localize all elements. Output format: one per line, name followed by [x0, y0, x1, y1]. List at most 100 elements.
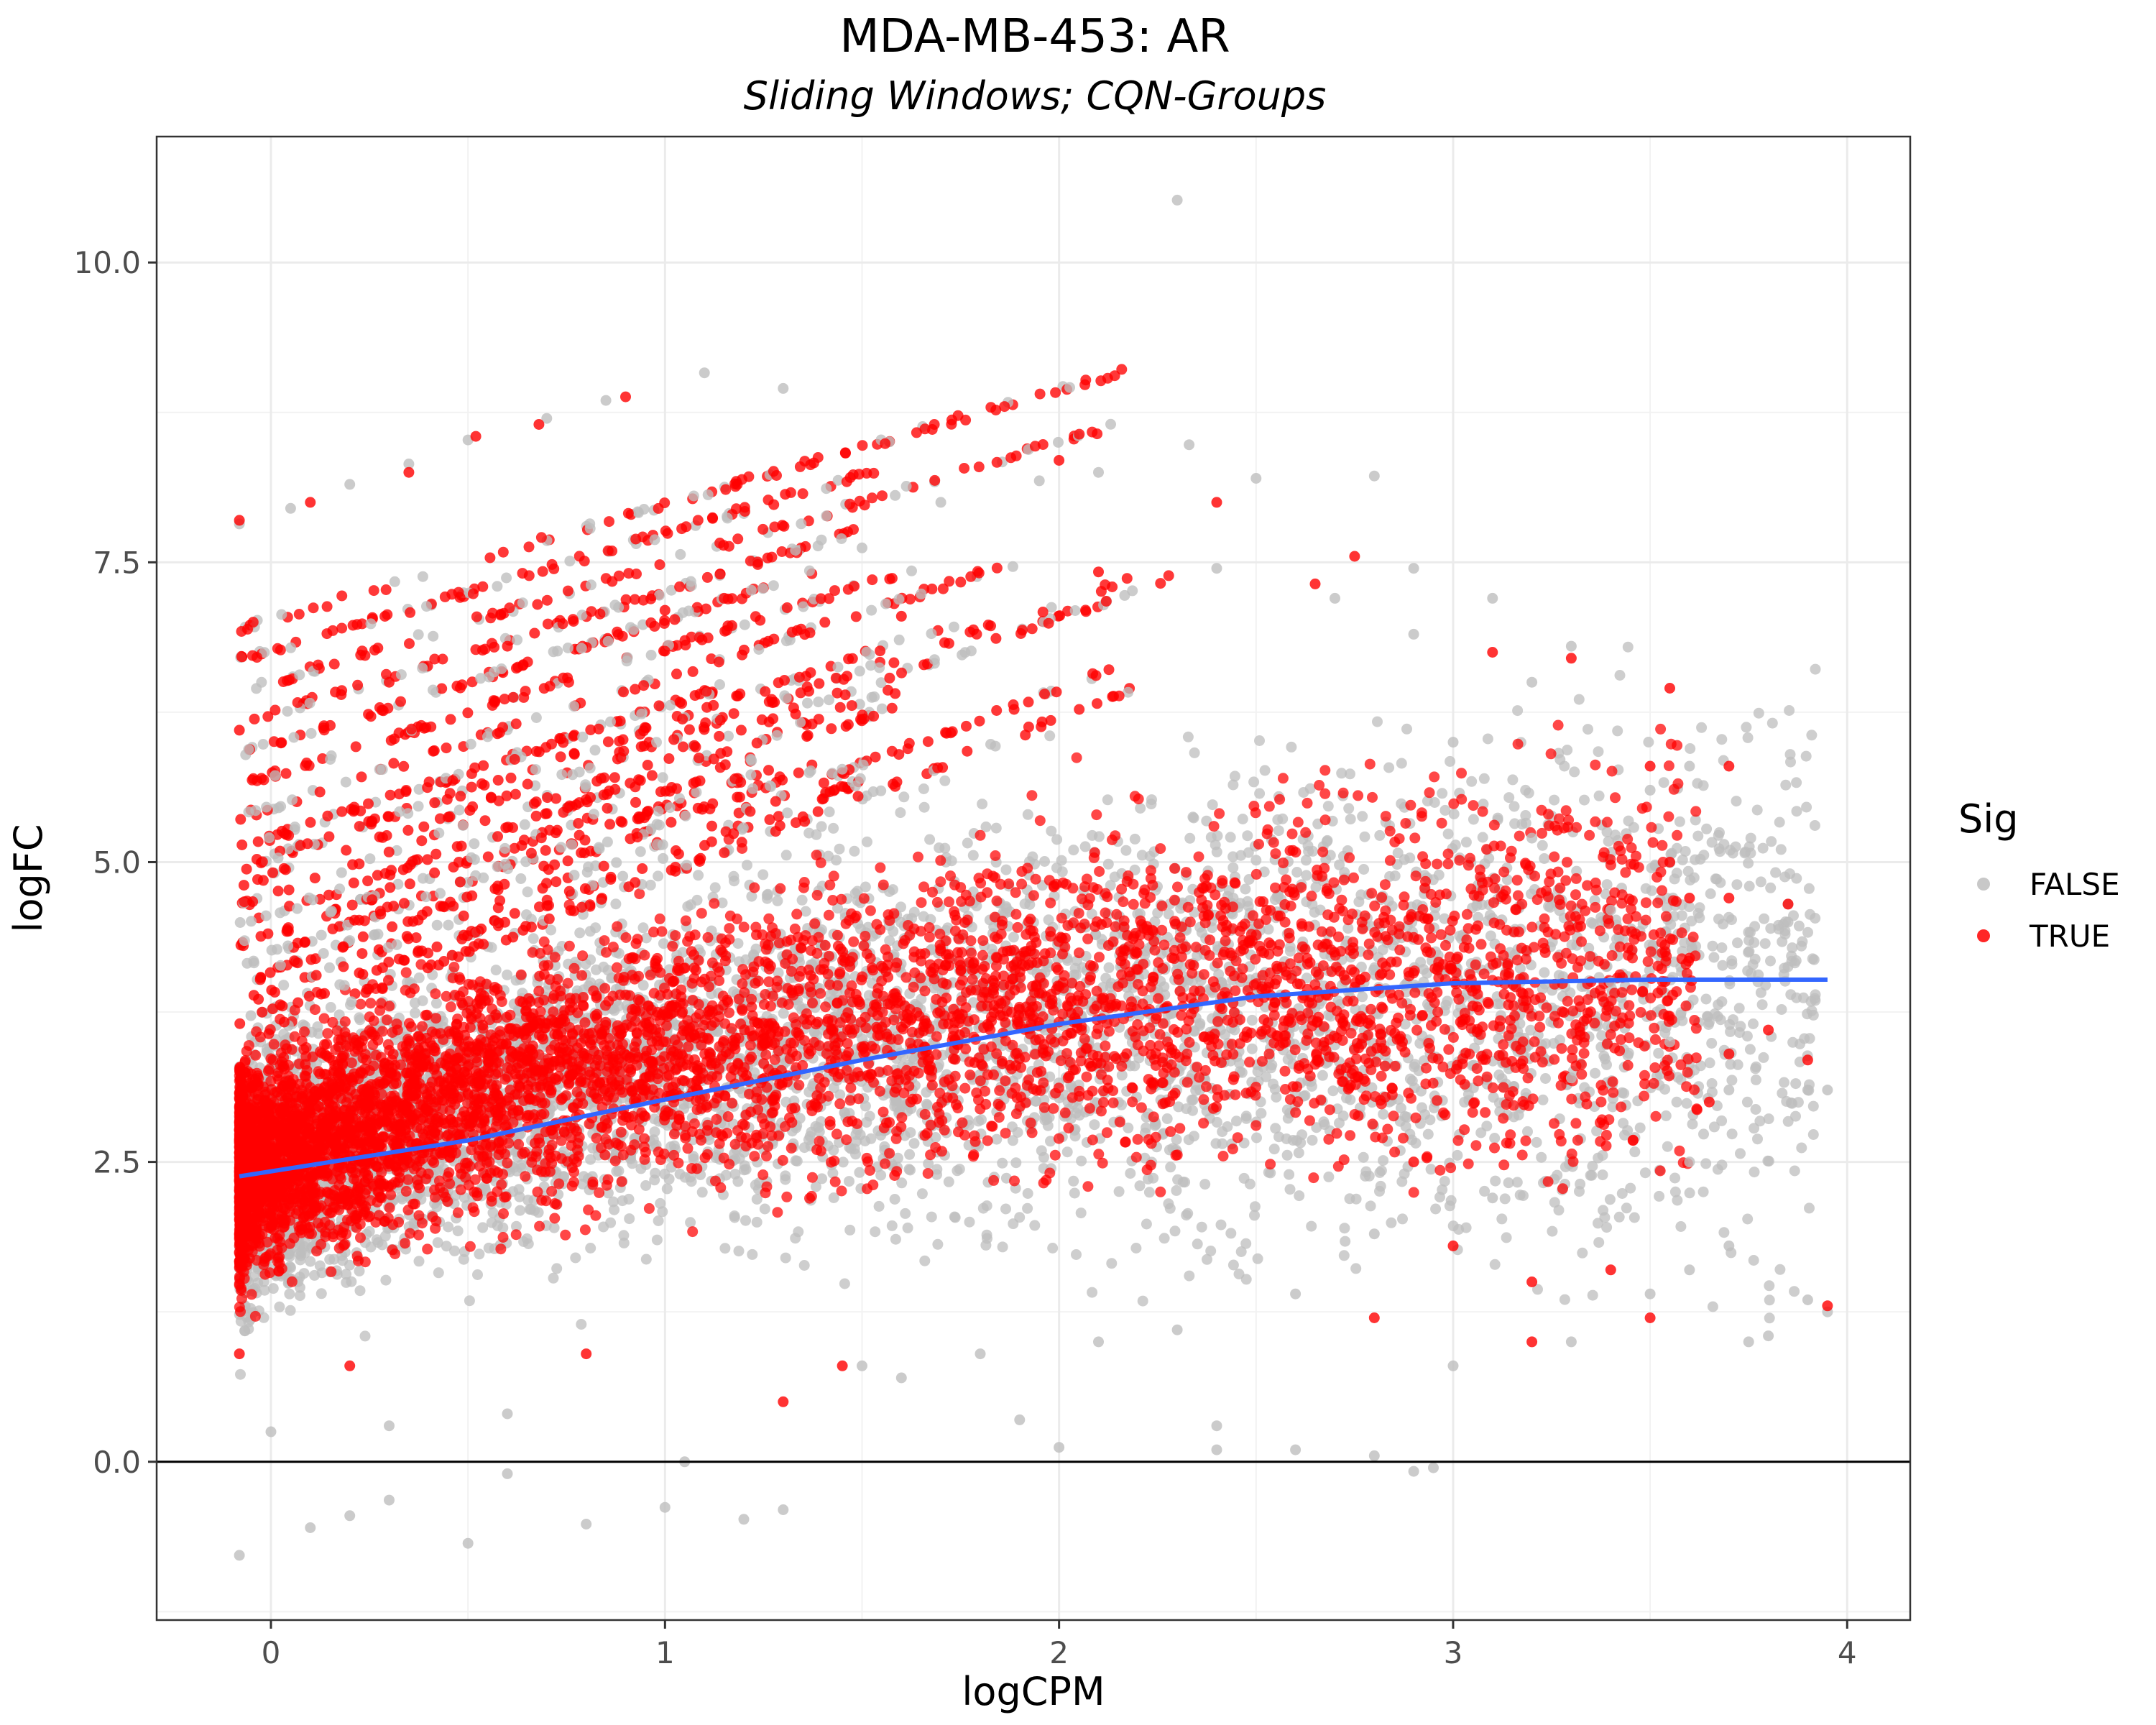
- data-point: [576, 1319, 587, 1330]
- data-point: [954, 1164, 965, 1175]
- data-point: [1692, 908, 1704, 919]
- data-point: [1750, 1074, 1761, 1085]
- data-point: [1355, 889, 1367, 901]
- data-point: [1284, 945, 1296, 957]
- data-point: [791, 1155, 803, 1167]
- data-point: [1685, 743, 1696, 754]
- data-point: [1672, 1195, 1683, 1206]
- data-point: [1075, 1208, 1087, 1219]
- data-point: [1741, 722, 1752, 733]
- data-point: [1000, 864, 1012, 875]
- data-point: [1196, 926, 1207, 938]
- data-point: [1501, 1232, 1512, 1243]
- data-point: [490, 965, 502, 976]
- data-point: [962, 837, 973, 849]
- data-point: [1392, 847, 1404, 859]
- data-point: [1229, 770, 1240, 782]
- data-point: [1125, 1168, 1136, 1179]
- data-point: [780, 850, 792, 861]
- data-point: [1787, 942, 1798, 954]
- data-point: [1616, 1188, 1628, 1199]
- data-point: [1442, 828, 1454, 840]
- data-point: [1716, 734, 1728, 745]
- data-point: [908, 1138, 920, 1149]
- data-point: [1674, 816, 1685, 827]
- data-point: [1357, 811, 1368, 822]
- data-point: [1803, 883, 1815, 894]
- data-point: [1800, 750, 1812, 762]
- data-point: [1338, 1250, 1350, 1261]
- data-point: [1189, 747, 1200, 758]
- data-point: [1735, 1148, 1746, 1159]
- data-point: [1422, 1128, 1434, 1140]
- data-point: [1801, 801, 1812, 813]
- data-point: [1520, 817, 1531, 829]
- data-point: [341, 1269, 352, 1280]
- data-point: [811, 829, 822, 840]
- data-point: [1047, 1243, 1059, 1254]
- data-point: [1764, 1312, 1775, 1324]
- data-point: [1643, 737, 1654, 748]
- data-point: [1022, 1188, 1033, 1199]
- data-point: [1217, 1126, 1228, 1137]
- data-point: [905, 1164, 916, 1176]
- point-cloud: [234, 364, 1821, 1380]
- data-point: [515, 1205, 526, 1216]
- data-point: [1184, 1270, 1195, 1282]
- data-point: [1716, 1159, 1728, 1171]
- data-point: [1559, 760, 1570, 772]
- data-point: [890, 1233, 901, 1245]
- data-point: [1416, 1102, 1427, 1113]
- data-point: [1269, 894, 1281, 906]
- data-point: [1135, 803, 1146, 814]
- data-point: [1531, 1136, 1542, 1148]
- data-point: [905, 1127, 916, 1138]
- data-point: [1299, 1090, 1311, 1101]
- data-point: [1158, 1233, 1170, 1244]
- data-point: [1681, 1098, 1692, 1109]
- data-point: [1700, 1158, 1712, 1169]
- data-point: [1045, 1136, 1056, 1147]
- data-point: [949, 1212, 961, 1223]
- data-point: [1068, 1175, 1079, 1187]
- data-point: [685, 1217, 696, 1228]
- data-point: [682, 901, 694, 912]
- data-point: [860, 881, 871, 893]
- data-point: [1181, 1210, 1192, 1221]
- data-point: [410, 1007, 421, 1018]
- data-point: [780, 1174, 791, 1185]
- data-point: [679, 1172, 691, 1183]
- data-point: [1425, 1164, 1437, 1175]
- data-point: [449, 1245, 460, 1256]
- data-point: [661, 1183, 673, 1195]
- data-point: [1187, 811, 1199, 823]
- data-point: [1806, 1005, 1818, 1016]
- data-point: [1143, 1187, 1155, 1198]
- data-point: [1669, 873, 1680, 885]
- data-point: [1587, 1161, 1598, 1172]
- data-point: [1562, 745, 1573, 755]
- data-point: [849, 845, 860, 857]
- data-point: [452, 1225, 464, 1237]
- data-point: [1764, 1294, 1775, 1306]
- data-point: [1103, 962, 1115, 973]
- data-point: [934, 842, 945, 854]
- data-point: [1675, 1221, 1687, 1232]
- data-point: [1418, 964, 1429, 975]
- data-point: [284, 1288, 295, 1300]
- data-point: [750, 1179, 761, 1191]
- data-point: [1489, 1133, 1501, 1144]
- data-point: [1161, 1113, 1173, 1124]
- data-point: [618, 1230, 630, 1241]
- data-point: [1036, 1145, 1047, 1156]
- data-point: [1439, 1176, 1450, 1187]
- data-point: [1227, 779, 1239, 791]
- data-point: [1791, 777, 1802, 788]
- data-point: [294, 1290, 305, 1302]
- data-point: [1406, 1134, 1418, 1146]
- data-point: [1715, 877, 1726, 888]
- data-point: [1697, 1186, 1709, 1197]
- data-point: [1706, 1038, 1718, 1049]
- data-point: [1244, 1178, 1256, 1190]
